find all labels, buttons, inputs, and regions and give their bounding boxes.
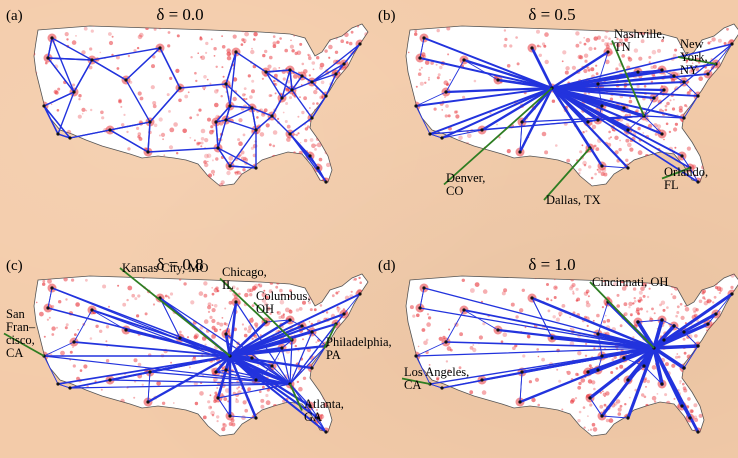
city-label: CO — [446, 184, 463, 198]
city-label: IL — [222, 278, 234, 292]
panel-title: δ = 0.0 — [156, 5, 203, 24]
city-label: Columbus, — [256, 289, 311, 303]
city-label: GA — [304, 410, 322, 424]
city-annotation: Dallas, TX — [543, 147, 601, 207]
city-annotation: Philadelphia,PA — [323, 323, 392, 362]
network-edges — [42, 286, 362, 434]
city-label: PA — [326, 348, 341, 362]
city-annotation: Chicago,IL — [219, 265, 267, 323]
city-label: New — [680, 37, 704, 51]
city-annotation: Cincinnati, OH — [589, 275, 668, 349]
network-edges — [42, 36, 362, 184]
city-annotation: Denver,CO — [443, 87, 553, 198]
city-label: Kansas City, MO — [122, 261, 208, 275]
city-label: Orlando, — [664, 165, 708, 179]
panel-d: (d) δ = 1.0 Cincinnati, OH Los Angeles,CA — [378, 255, 738, 437]
city-annotation: Atlanta,GA — [289, 383, 344, 424]
city-annotation: Los Angeles,CA — [401, 365, 469, 392]
city-label: TN — [614, 40, 631, 54]
network-edges — [414, 36, 734, 184]
city-label: FL — [664, 178, 679, 192]
city-annotation: Kansas City, MO — [119, 261, 231, 357]
city-label: CA — [6, 346, 23, 360]
city-label: York, — [680, 50, 708, 64]
city-label: CA — [404, 378, 421, 392]
panel-tag: (c) — [6, 258, 23, 274]
city-label: Dallas, TX — [546, 193, 601, 207]
city-label: Atlanta, — [304, 397, 344, 411]
city-label: Chicago, — [222, 265, 267, 279]
city-annotation: Columbus,OH — [253, 289, 311, 341]
city-label: Denver, — [446, 171, 485, 185]
city-label: Philadelphia, — [326, 335, 392, 349]
city-label: NY — [680, 63, 698, 77]
panel-tag: (b) — [378, 8, 396, 24]
panel-title: δ = 0.8 — [156, 255, 203, 274]
us-map-outline — [405, 23, 738, 187]
panel-a: (a) δ = 0.0 — [6, 5, 369, 187]
panel-tag: (a) — [6, 8, 23, 24]
city-label: Nashville, — [614, 27, 665, 41]
city-label: Los Angeles, — [404, 365, 469, 379]
city-label: OH — [256, 302, 274, 316]
panel-title: δ = 1.0 — [528, 255, 575, 274]
city-label: cisco, — [6, 333, 35, 347]
panel-tag: (d) — [378, 258, 396, 274]
city-label: Cincinnati, OH — [592, 275, 668, 289]
city-label: Fran– — [6, 320, 36, 334]
city-annotation: Orlando,FL — [661, 165, 708, 192]
us-map-outline — [33, 23, 369, 187]
panel-title: δ = 0.5 — [528, 5, 575, 24]
city-annotation: Nashville,TN — [611, 27, 665, 117]
city-label: San — [6, 307, 26, 321]
